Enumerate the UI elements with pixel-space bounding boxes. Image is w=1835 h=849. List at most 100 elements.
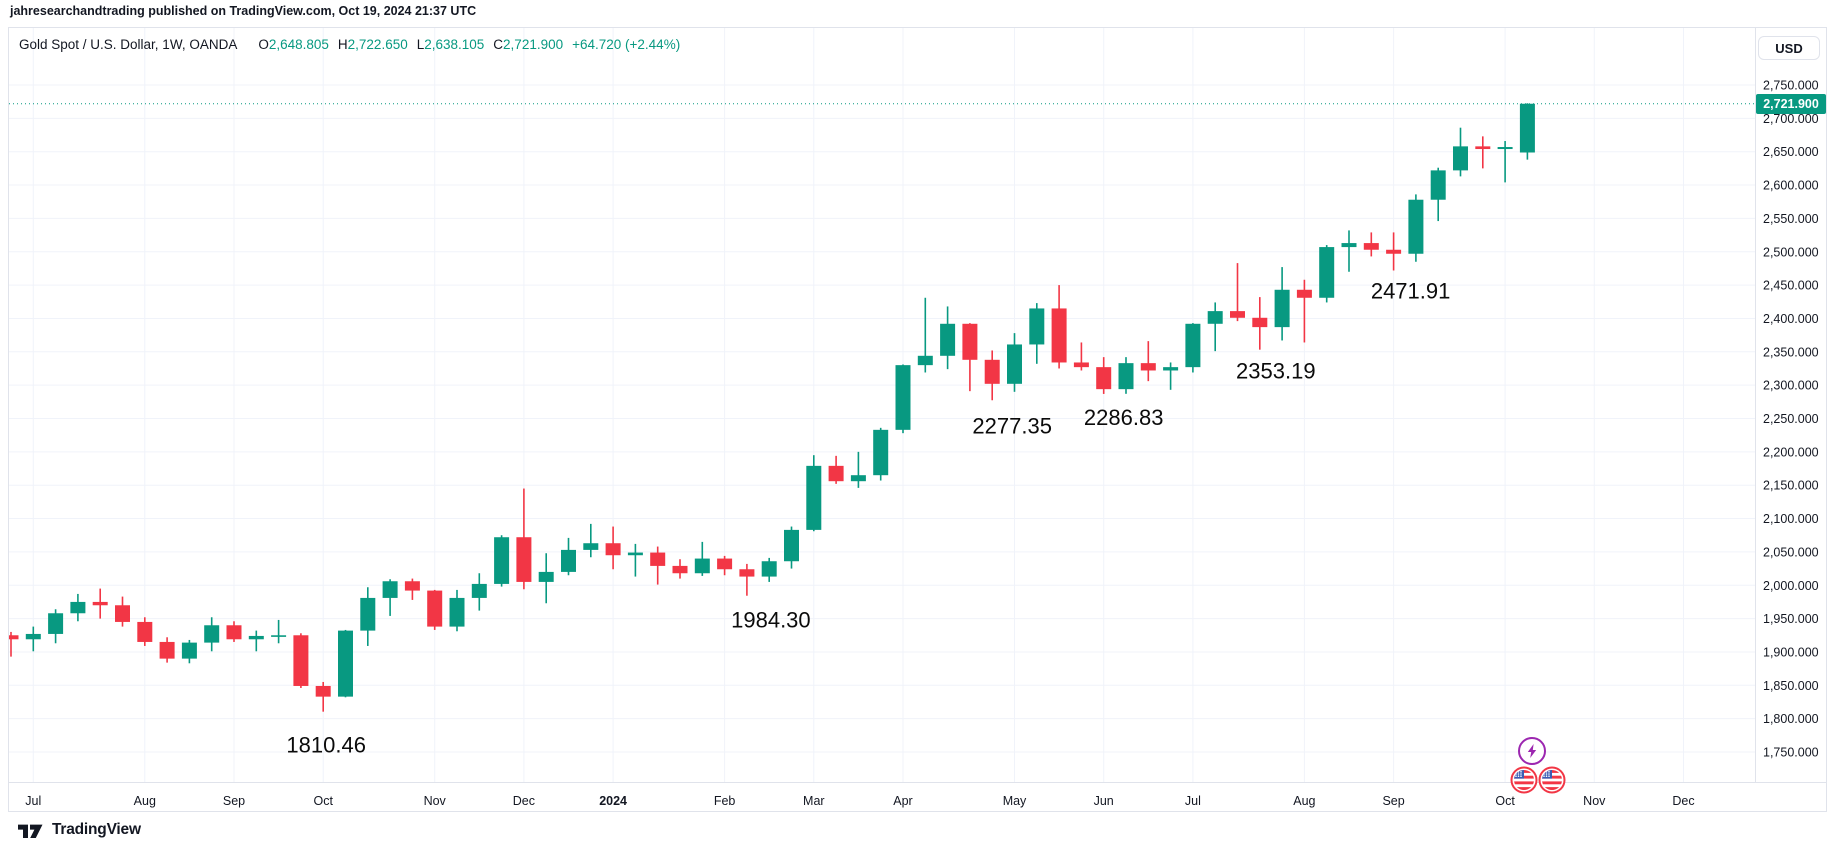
candle-up (694, 558, 710, 574)
candle-up (1430, 170, 1446, 200)
candle-down (293, 635, 309, 686)
open-label: O (258, 37, 269, 52)
month-label: Mar (803, 794, 825, 808)
candle-up (917, 355, 933, 366)
month-label: Dec (1672, 794, 1694, 808)
candle-wick (1080, 342, 1083, 371)
footer: TradingView (18, 818, 141, 842)
candle-up (850, 475, 866, 482)
candle-wick (1348, 230, 1350, 272)
price-tick-label: 2,150.000 (1763, 479, 1819, 493)
candle-down (1096, 367, 1112, 390)
candles (9, 103, 1535, 712)
candle-down (717, 558, 733, 570)
candle-down (1140, 363, 1156, 371)
candle-down (115, 605, 130, 622)
price-annotation: 2353.19 (1236, 359, 1316, 384)
candle-up (1185, 323, 1201, 368)
price-annotation: 2471.91 (1371, 278, 1451, 303)
candle-up (561, 549, 576, 572)
candle-wick (255, 630, 258, 652)
price-tick-label: 2,200.000 (1763, 445, 1819, 459)
close-value: 2,721.900 (503, 37, 564, 52)
price-axis[interactable]: 2,750.000 2,700.000 2,650.000 2,600.000 2,55… (1756, 28, 1828, 782)
year-label: 2024 (599, 794, 627, 808)
candle-down (1051, 308, 1067, 363)
candle-down (650, 552, 666, 566)
candle-up (538, 571, 554, 582)
price-tick-label: 2,500.000 (1763, 245, 1819, 259)
ohlc-low: L2,638.105 (417, 37, 485, 52)
candle-up (382, 581, 398, 598)
candle-down (9, 635, 19, 640)
candle-up (70, 601, 86, 614)
candle-up (360, 597, 376, 631)
candle-wick (1169, 362, 1172, 390)
high-value: 2,722.650 (347, 37, 408, 52)
candle-down (92, 601, 108, 606)
candle-up (784, 529, 799, 562)
month-label: Jul (25, 794, 41, 808)
price-tick-label: 2,100.000 (1763, 512, 1819, 526)
us-flag-icon[interactable] (1538, 766, 1566, 794)
price-tick-label: 2,000.000 (1763, 579, 1819, 593)
candle-down (1475, 146, 1491, 150)
candle-up (449, 597, 465, 627)
candle-down (962, 323, 978, 360)
candle-up (471, 583, 487, 598)
candle-down (1296, 289, 1312, 298)
candle-down (1252, 317, 1268, 328)
candle-wick (590, 523, 592, 558)
candle-up (806, 465, 822, 530)
price-tick-label: 2,450.000 (1763, 279, 1819, 293)
candle-down (1386, 249, 1402, 254)
price-annotation: 2286.83 (1084, 405, 1164, 430)
candle-down (672, 565, 688, 574)
chart-card: 2,750.000 2,700.000 2,650.000 2,600.000 2,55… (8, 27, 1827, 812)
candle-up (1319, 247, 1335, 298)
open-value: 2,648.805 (268, 37, 329, 52)
price-axis-hit-area[interactable] (1756, 28, 1828, 782)
us-flag-icon[interactable] (1510, 766, 1538, 794)
currency-button[interactable]: USD (1758, 36, 1820, 60)
candle-up (1274, 289, 1290, 328)
month-label: Jun (1094, 794, 1114, 808)
gridlines (9, 28, 1827, 783)
candle-up (761, 561, 777, 577)
ohlc-high: H2,722.650 (338, 37, 408, 52)
price-tick-label: 2,550.000 (1763, 212, 1819, 226)
time-axis[interactable]: Jul Aug Sep Oct Nov Dec 2024 Feb Mar Apr May Jun Jul… (9, 783, 1827, 813)
candle-down (605, 543, 621, 556)
candle-wick (322, 681, 324, 712)
month-label: Oct (313, 794, 333, 808)
candle-down (226, 625, 242, 640)
candle-wick (1236, 263, 1239, 322)
candle-up (204, 625, 220, 643)
price-tick-label: 2,600.000 (1763, 179, 1819, 193)
tradingview-logo-icon (18, 824, 43, 838)
candle-down (1073, 362, 1089, 368)
tradingview-wordmark: TradingView (52, 821, 141, 838)
candle-down (404, 581, 420, 591)
economic-events-icon[interactable] (1518, 737, 1546, 765)
candle-up (181, 642, 197, 659)
candle-down (828, 465, 844, 482)
candle-wick (857, 451, 860, 488)
candle-down (427, 590, 443, 627)
candle-up (248, 635, 264, 640)
candle-wick (277, 619, 280, 644)
month-label: Aug (1293, 794, 1315, 808)
candle-up (494, 537, 510, 584)
price-tick-label: 1,950.000 (1763, 612, 1819, 626)
high-label: H (337, 37, 348, 52)
month-label: Aug (134, 794, 156, 808)
price-tick-label: 1,800.000 (1763, 712, 1819, 726)
candle-up (48, 613, 64, 634)
candle-up (1163, 367, 1179, 371)
candle-up (1118, 363, 1134, 390)
tradingview-logo[interactable]: TradingView (18, 821, 141, 839)
chart-canvas[interactable]: 2,750.000 2,700.000 2,650.000 2,600.000 2,55… (9, 28, 1828, 813)
candle-wick (746, 563, 748, 596)
candle-wick (1482, 136, 1484, 169)
